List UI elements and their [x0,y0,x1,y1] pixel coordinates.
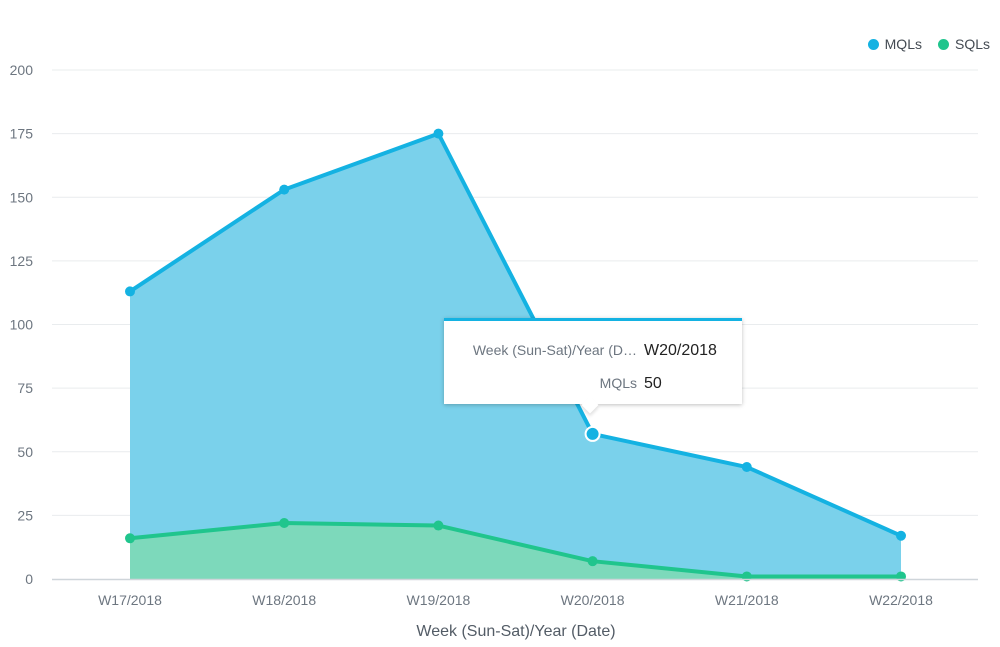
x-tick-label-w21-2018: W21/2018 [715,592,779,608]
mqls-point-w22-2018[interactable] [896,530,906,541]
x-tick-label-w19-2018: W19/2018 [406,592,470,608]
sqls-point-w18-2018[interactable] [279,518,290,529]
data-point-tooltip: Week (Sun-Sat)/Year (D… W20/2018 MQLs 50 [444,318,742,414]
mqls-legend-marker [867,38,879,50]
sqls-area [130,523,901,579]
tooltip-row-week: Week (Sun-Sat)/Year (D… W20/2018 [444,342,717,360]
x-axis-title: Week (Sun-Sat)/Year (Date) [416,623,615,640]
x-tick-label-w18-2018: W18/2018 [252,592,316,608]
y-tick-label-200: 200 [10,62,34,78]
y-tick-label-0: 0 [25,571,33,587]
sqls-point-w20-2018[interactable] [587,556,598,567]
tooltip-week-value: W20/2018 [644,342,717,359]
y-tick-label-125: 125 [10,253,34,269]
y-tick-label-50: 50 [17,444,33,460]
x-tick-label-w20-2018: W20/2018 [561,592,625,608]
mqls-point-w20-2018[interactable] [584,425,601,442]
x-tick-label-w17-2018: W17/2018 [98,592,162,608]
legend-label-sqls: SQLs [954,36,990,52]
mqls-point-w17-2018[interactable] [125,286,135,297]
legend-item-mqls[interactable]: MQLs [867,36,922,52]
tooltip-mqls-value: 50 [644,375,662,392]
tooltip-row-mqls: MQLs 50 [444,375,662,393]
x-tick-label-w22-2018: W22/2018 [869,592,933,608]
sqls-line [129,521,901,579]
y-tick-label-150: 150 [10,189,34,205]
tooltip-week-key: Week (Sun-Sat)/Year (D… [472,342,637,358]
y-tick-label-175: 175 [10,126,34,142]
legend-label-mqls: MQLs [884,36,922,52]
sqls-point-w19-2018[interactable] [433,520,444,531]
sqls-legend-marker [937,38,949,50]
tooltip-mqls-key: MQLs [599,375,637,391]
series-lines [128,131,902,579]
legend-item-sqls[interactable]: SQLs [937,36,990,52]
y-tick-label-75: 75 [17,380,33,396]
y-tick-label-100: 100 [10,317,34,333]
mqls-line [128,131,902,538]
chart-legend: MQLs SQLs [867,36,990,52]
mqls-point-w18-2018[interactable] [279,184,290,195]
y-axis: 0 25 50 75 100 125 150 175 200 [10,62,34,587]
y-tick-label-25: 25 [17,507,33,523]
mqls-point-w21-2018[interactable] [741,462,752,473]
sqls-point-w17-2018[interactable] [125,533,135,544]
mqls-point-w19-2018[interactable] [433,128,444,139]
x-axis: W17/2018 W18/2018 W19/2018 W20/2018 W21/2018… [52,578,978,608]
